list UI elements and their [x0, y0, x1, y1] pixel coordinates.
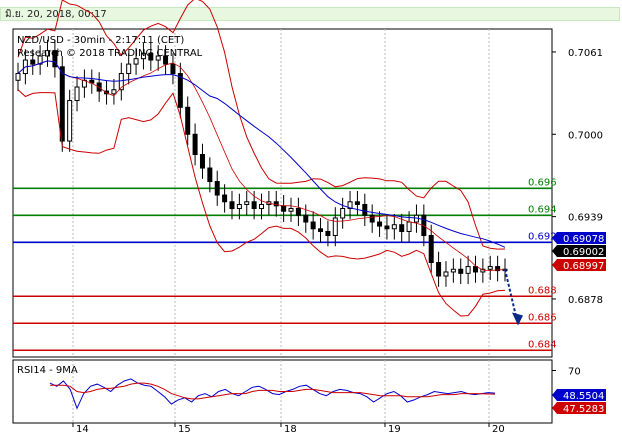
candle-body	[207, 167, 213, 183]
x-tick-label: 14	[76, 424, 89, 435]
candle-body	[295, 208, 301, 216]
candle-body	[288, 208, 294, 212]
timestamp-bar: มิ.ย. 20, 2018, 00:17	[0, 7, 620, 21]
candle-body	[229, 201, 235, 210]
price-tag-label: 0.69002	[563, 247, 604, 258]
candle-body	[377, 221, 383, 227]
moving-average	[17, 60, 506, 248]
candle-body	[310, 221, 316, 230]
candle-body	[487, 266, 493, 270]
top-bar: มิ.ย. 20, 2018, 00:17	[0, 0, 622, 24]
candle-body	[15, 73, 21, 81]
level-label: 0.692	[528, 231, 557, 242]
candle-body	[148, 52, 154, 61]
candle-body	[259, 203, 264, 210]
candle-body	[45, 50, 51, 57]
price-tag	[552, 232, 606, 244]
candle-body	[391, 224, 397, 230]
price-tag-label: 0.68997	[563, 261, 604, 272]
candle-body	[362, 203, 368, 216]
candle-body	[37, 55, 43, 65]
projection-arrowhead	[512, 312, 523, 326]
level-label: 0.694	[528, 204, 557, 215]
candle-body	[170, 63, 176, 75]
candle-body	[465, 266, 471, 274]
rsi-tick-label: 70	[568, 367, 581, 378]
chart-title: NZD/USD - 30min - 2:17:11 (CET)	[17, 35, 184, 46]
candle-body	[244, 201, 250, 205]
candle-body	[273, 201, 279, 207]
bollinger-lower	[17, 89, 506, 317]
x-tick-label: 20	[492, 424, 505, 435]
candle-body	[369, 214, 375, 223]
candle-body	[303, 214, 309, 223]
candle-body	[222, 194, 228, 203]
candle-body	[347, 201, 353, 210]
candle-body	[450, 268, 456, 273]
candle-body	[436, 262, 442, 277]
rsi-value-label: 47.5283	[563, 404, 604, 415]
rsi-series-line	[50, 382, 496, 400]
bollinger-mid	[17, 60, 506, 272]
candle-body	[384, 225, 390, 230]
y-tick-label: 0.6878	[568, 295, 603, 306]
x-tick-label: 19	[388, 424, 401, 435]
price-tag	[552, 245, 606, 257]
candle-body	[199, 154, 205, 169]
candle-body	[185, 106, 191, 135]
candle-body	[126, 63, 132, 75]
candle-body	[325, 230, 331, 237]
candle-body	[74, 86, 80, 102]
price-tag-label: 0.69078	[563, 234, 604, 245]
rsi-value-label: 48.5504	[563, 391, 604, 402]
price-tag	[552, 259, 606, 271]
candle-body	[236, 203, 242, 210]
candle-body	[332, 217, 338, 237]
x-tick-label: 18	[284, 424, 297, 435]
level-label: 0.686	[528, 312, 557, 323]
x-tick-label: 15	[178, 424, 191, 435]
candle-body	[443, 271, 449, 277]
candle-body	[52, 50, 58, 68]
price-panel-frame	[12, 28, 553, 358]
level-label: 0.696	[528, 177, 557, 188]
candle-body	[251, 201, 257, 210]
rsi-value-tag	[552, 389, 606, 401]
candle-body	[67, 100, 73, 142]
rsi-value-tag	[552, 402, 606, 414]
candle-body	[214, 181, 220, 196]
candle-body	[318, 228, 324, 232]
candle-body	[81, 79, 87, 88]
y-tick-label: 0.6939	[568, 213, 603, 224]
candle-body	[406, 221, 412, 232]
candle-body	[458, 268, 464, 274]
candle-body	[118, 73, 124, 91]
candle-body	[281, 205, 287, 212]
candle-body	[133, 58, 139, 65]
candle-body	[354, 201, 360, 205]
candle-body	[177, 73, 183, 108]
candle-body	[495, 266, 501, 272]
candle-body	[399, 224, 405, 232]
y-tick-label: 0.7000	[568, 130, 603, 141]
candle-body	[340, 208, 346, 219]
candle-body	[163, 55, 169, 65]
candle-body	[140, 52, 146, 60]
projection-arrow	[504, 269, 518, 321]
candle-body	[59, 66, 65, 142]
candle-body	[155, 55, 161, 61]
candle-body	[192, 133, 198, 156]
candle-body	[111, 89, 117, 95]
candle-body	[472, 266, 478, 273]
candle-body	[30, 59, 36, 65]
candle-body	[428, 235, 434, 264]
y-tick-label: 0.7061	[568, 48, 603, 59]
bollinger-upper	[17, 0, 506, 250]
level-label: 0.688	[528, 285, 557, 296]
chart-subtitle: Research © 2018 TRADING CENTRAL	[17, 48, 203, 59]
level-label: 0.684	[528, 339, 557, 350]
rsi-title: RSI14 - 9MA	[17, 365, 78, 376]
